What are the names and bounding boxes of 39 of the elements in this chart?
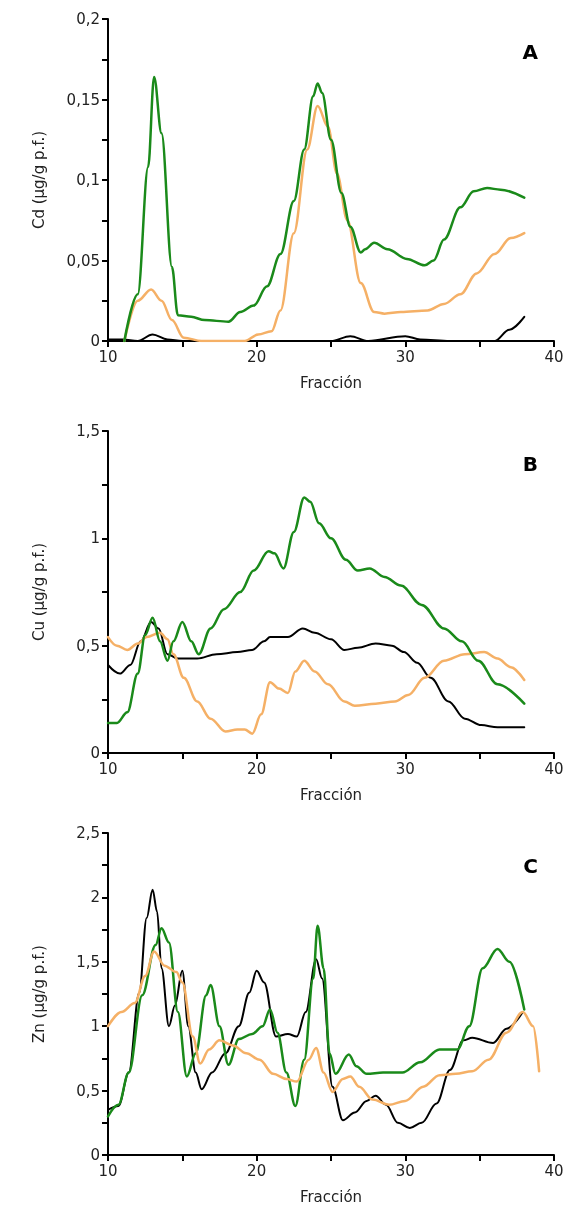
text: C <box>523 854 539 878</box>
y-tick-label: 1 <box>90 1017 100 1036</box>
y-tick-label: 0,05 <box>66 251 100 270</box>
x-axis-title: Fracción <box>299 1187 363 1206</box>
y-tick-label: 0 <box>90 332 100 350</box>
y-tick-label: 0,5 <box>76 1081 100 1100</box>
x-axis-title: Fracción <box>299 785 363 804</box>
text: A <box>522 40 539 64</box>
y-tick-label: 0,2 <box>76 10 100 28</box>
y-tick-label: 0,1 <box>76 171 100 189</box>
y-axis-title: Cd (µg/g p.f.) <box>29 130 48 230</box>
x-tick-label: 40 <box>544 759 564 778</box>
text: B <box>522 452 539 476</box>
y-tick-label: 1,5 <box>76 422 100 440</box>
x-tick-label: 10 <box>98 1161 118 1180</box>
line-series <box>106 924 526 1118</box>
y-axis-title: Cu (µg/g p.f.) <box>29 542 48 642</box>
y-tick-label: 0,5 <box>76 636 100 655</box>
y-tick-label: 1,5 <box>76 952 100 971</box>
x-tick-label: 10 <box>98 759 118 778</box>
x-tick-label: 40 <box>544 1161 564 1180</box>
x-tick-label: 30 <box>395 347 415 366</box>
x-tick-label: 30 <box>395 759 415 778</box>
y-tick-label: 2 <box>90 888 100 907</box>
x-tick-label: 20 <box>247 759 267 778</box>
y-tick-label: 2,5 <box>76 824 100 842</box>
y-tick-label: 0 <box>90 744 100 762</box>
x-tick-label: 40 <box>544 347 564 366</box>
y-tick-label: 0,15 <box>66 90 100 109</box>
y-tick-label: 1 <box>90 529 100 548</box>
x-tick-label: 30 <box>395 1161 415 1180</box>
line-series <box>106 950 541 1107</box>
x-tick-label: 20 <box>247 1161 267 1180</box>
y-axis-title: Zn (µg/g p.f.) <box>29 945 48 1043</box>
x-axis-title: Fracción <box>299 373 363 392</box>
line-series <box>106 496 526 725</box>
x-tick-label: 20 <box>247 347 267 366</box>
y-tick-label: 0 <box>90 1146 100 1164</box>
x-tick-label: 10 <box>98 347 118 366</box>
